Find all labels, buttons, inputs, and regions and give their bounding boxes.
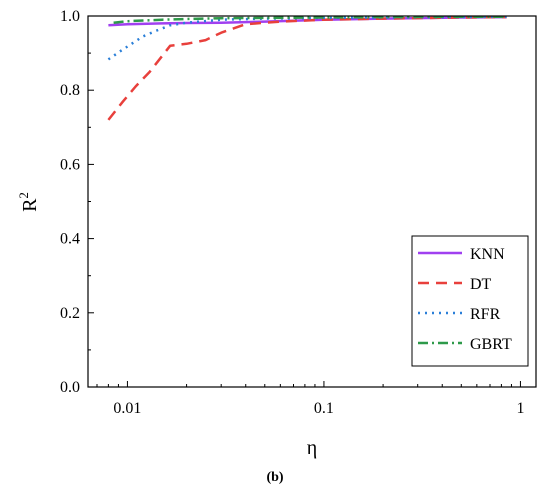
figure-caption: (b) [266, 470, 284, 485]
y-axis-title: R2 [16, 192, 41, 212]
legend-box [411, 235, 529, 367]
y-tick-label: 0.8 [60, 82, 80, 99]
series-line-dt [107, 16, 507, 121]
y-tick-label: 0.2 [60, 305, 80, 322]
x-tick-label: 1 [516, 400, 524, 417]
x-tick-label: 0.01 [113, 400, 141, 417]
y-tick-label: 0.4 [60, 231, 80, 248]
y-tick-label: 0.6 [60, 156, 80, 173]
y-tick-label: 0.0 [60, 379, 80, 396]
ticks-layer: 0.01 0.1 1 0.0 0.2 0.4 0.6 0.8 1.0 [60, 8, 524, 417]
y-tick-label: 1.0 [60, 8, 80, 25]
legend: KNN DT RFR GBRT [411, 235, 529, 367]
legend-label-dt: DT [470, 276, 492, 293]
y-axis-title-main: R [19, 198, 41, 212]
x-tick-label: 0.1 [314, 400, 334, 417]
legend-label-rfr: RFR [470, 306, 501, 323]
x-axis-title: η [307, 437, 317, 459]
legend-label-gbrt: GBRT [470, 336, 512, 353]
y-axis-title-sup: 2 [16, 192, 31, 199]
legend-label-knn: KNN [470, 246, 505, 263]
series-layer [107, 16, 507, 121]
series-line-gbrt [113, 16, 507, 24]
